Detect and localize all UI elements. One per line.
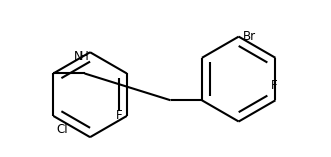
Text: H: H [80, 50, 89, 63]
Text: N: N [74, 50, 83, 63]
Text: F: F [271, 79, 278, 92]
Text: F: F [116, 109, 122, 122]
Text: Cl: Cl [57, 123, 68, 136]
Text: Br: Br [243, 30, 256, 43]
